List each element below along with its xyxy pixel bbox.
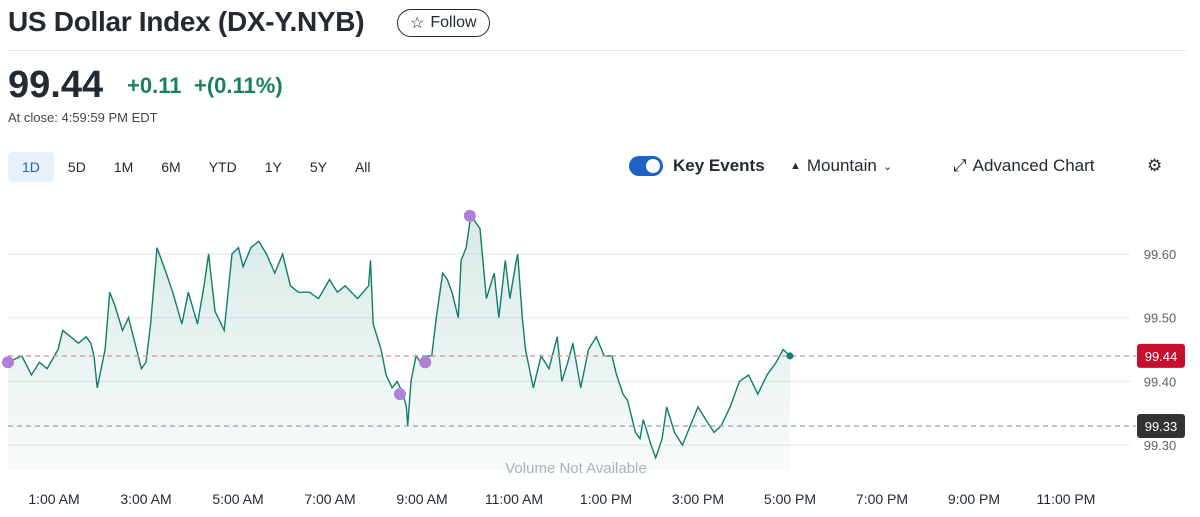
gear-icon: ⚙: [1147, 156, 1163, 175]
tab-1m[interactable]: 1M: [113, 159, 134, 175]
y-tick-label: 99.60: [1144, 247, 1177, 262]
divider: [8, 50, 1186, 51]
range-tabs: 1D 5D 1M 6M YTD 1Y 5Y All: [8, 152, 385, 182]
key-event-marker[interactable]: [419, 356, 432, 369]
mountain-icon: ▲: [790, 160, 801, 172]
tab-6m[interactable]: 6M: [161, 159, 181, 175]
tab-5y[interactable]: 5Y: [309, 159, 327, 175]
key-events-toggle-group[interactable]: Key Events: [629, 156, 765, 176]
y-tick-label: 99.40: [1144, 374, 1177, 389]
current-price-label: 99.44: [1145, 349, 1178, 364]
follow-label: Follow: [430, 14, 477, 31]
chart-type-label: Mountain: [806, 156, 877, 175]
x-tick-label: 7:00 PM: [856, 491, 908, 507]
tab-1d[interactable]: 1D: [8, 152, 54, 182]
page-title: US Dollar Index (DX-Y.NYB): [8, 6, 365, 37]
settings-button[interactable]: ⚙: [1147, 156, 1162, 176]
x-tick-label: 5:00 PM: [764, 491, 816, 507]
x-tick-label: 3:00 PM: [672, 491, 724, 507]
x-tick-label: 11:00 AM: [485, 491, 543, 507]
tab-all[interactable]: All: [354, 159, 371, 175]
chevron-down-icon: ⌄: [882, 160, 893, 173]
price-change-percent: +(0.11%): [194, 73, 283, 98]
advanced-chart-button[interactable]: ⤢ Advanced Chart: [953, 156, 1095, 176]
volume-note: Volume Not Available: [505, 460, 646, 477]
x-tick-label: 1:00 AM: [28, 491, 79, 507]
tab-5d[interactable]: 5D: [67, 159, 86, 175]
last-price-dot: [786, 352, 794, 360]
key-event-marker[interactable]: [463, 209, 476, 222]
expand-icon: ⤢: [953, 156, 967, 175]
previous-close-label: 99.33: [1145, 419, 1178, 434]
price-change: +0.11: [127, 73, 182, 98]
x-tick-label: 5:00 AM: [212, 491, 263, 507]
advanced-chart-label: Advanced Chart: [972, 156, 1095, 175]
close-time: At close: 4:59:59 PM EDT: [8, 110, 158, 125]
key-event-marker[interactable]: [2, 356, 14, 369]
key-events-toggle[interactable]: [629, 156, 663, 176]
tab-ytd[interactable]: YTD: [208, 159, 237, 175]
x-tick-label: 3:00 AM: [120, 491, 171, 507]
follow-button[interactable]: ☆ Follow: [397, 9, 490, 37]
star-icon: ☆: [410, 15, 425, 32]
price: 99.44: [8, 64, 104, 106]
x-tick-label: 9:00 PM: [948, 491, 1000, 507]
price-area-fill: [8, 215, 790, 470]
current-price-badge: [1137, 343, 1185, 368]
y-tick-label: 99.30: [1144, 438, 1177, 453]
key-event-marker[interactable]: [393, 388, 406, 401]
chart-type-dropdown[interactable]: ▲ Mountain ⌄: [790, 156, 892, 176]
price-line: [7, 214, 791, 460]
x-tick-label: 9:00 AM: [396, 491, 447, 507]
tab-1y[interactable]: 1Y: [264, 159, 282, 175]
x-tick-label: 7:00 AM: [304, 491, 355, 507]
y-tick-label: 99.50: [1144, 311, 1177, 326]
key-events-label: Key Events: [673, 156, 765, 175]
previous-close-badge: [1137, 413, 1185, 438]
x-tick-label: 1:00 PM: [580, 491, 632, 507]
x-tick-label: 11:00 PM: [1037, 491, 1096, 507]
